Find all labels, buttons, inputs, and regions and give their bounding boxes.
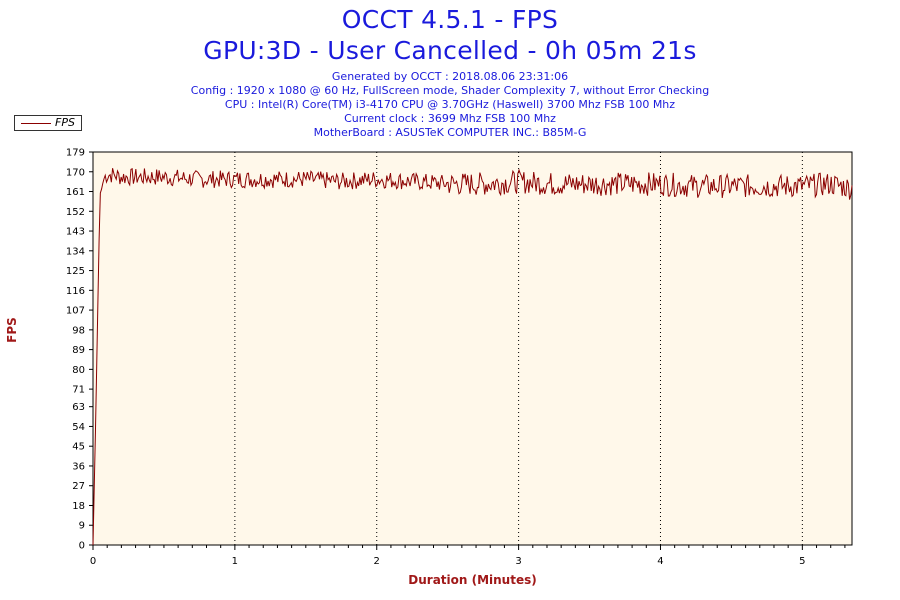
y-tick-label: 179 bbox=[66, 148, 85, 159]
plot-area bbox=[92, 151, 853, 546]
config-info: Config : 1920 x 1080 @ 60 Hz, FullScreen… bbox=[190, 84, 710, 97]
y-tick-label: 9 bbox=[79, 521, 85, 532]
fps-series-line bbox=[92, 168, 853, 546]
y-tick-label: 134 bbox=[66, 246, 85, 257]
legend-label: FPS bbox=[55, 116, 75, 129]
y-tick-label: 143 bbox=[66, 227, 85, 238]
y-tick-label: 116 bbox=[66, 286, 85, 297]
clock-info: Current clock : 3699 Mhz FSB 100 Mhz bbox=[344, 112, 556, 125]
y-tick-label: 170 bbox=[66, 167, 85, 178]
legend-line-swatch bbox=[21, 123, 51, 124]
y-tick-label: 0 bbox=[79, 541, 85, 552]
x-tick-label: 5 bbox=[799, 556, 805, 567]
x-tick-label: 0 bbox=[90, 556, 96, 567]
cpu-info: CPU : Intel(R) Core(TM) i3-4170 CPU @ 3.… bbox=[224, 98, 676, 111]
y-tick-label: 152 bbox=[66, 207, 85, 218]
y-tick-label: 45 bbox=[72, 442, 85, 453]
chart-legend: FPS bbox=[14, 115, 82, 131]
x-tick-label: 1 bbox=[232, 556, 238, 567]
y-tick-label: 27 bbox=[72, 481, 85, 492]
x-tick-label: 2 bbox=[374, 556, 380, 567]
y-tick-label: 18 bbox=[72, 501, 85, 512]
y-tick-label: 80 bbox=[72, 365, 85, 376]
x-tick-label: 4 bbox=[657, 556, 663, 567]
y-tick-label: 98 bbox=[72, 325, 85, 336]
y-tick-label: 89 bbox=[72, 345, 85, 356]
y-tick-label: 107 bbox=[66, 306, 85, 317]
chart-title: OCCT 4.5.1 - FPS bbox=[341, 5, 559, 34]
motherboard-info: MotherBoard : ASUSTeK COMPUTER INC.: B85… bbox=[313, 126, 587, 139]
y-tick-label: 161 bbox=[66, 187, 85, 198]
generated-info: Generated by OCCT : 2018.08.06 23:31:06 bbox=[331, 70, 569, 83]
x-tick-label: 3 bbox=[515, 556, 521, 567]
x-axis-label: Duration (Minutes) bbox=[408, 573, 537, 587]
y-tick-label: 63 bbox=[72, 402, 85, 413]
chart-subtitle: GPU:3D - User Cancelled - 0h 05m 21s bbox=[203, 36, 697, 65]
y-axis-label: FPS bbox=[5, 317, 19, 343]
y-tick-label: 54 bbox=[72, 422, 85, 433]
y-tick-label: 71 bbox=[72, 385, 85, 396]
y-tick-label: 125 bbox=[66, 266, 85, 277]
y-tick-label: 36 bbox=[72, 461, 85, 472]
